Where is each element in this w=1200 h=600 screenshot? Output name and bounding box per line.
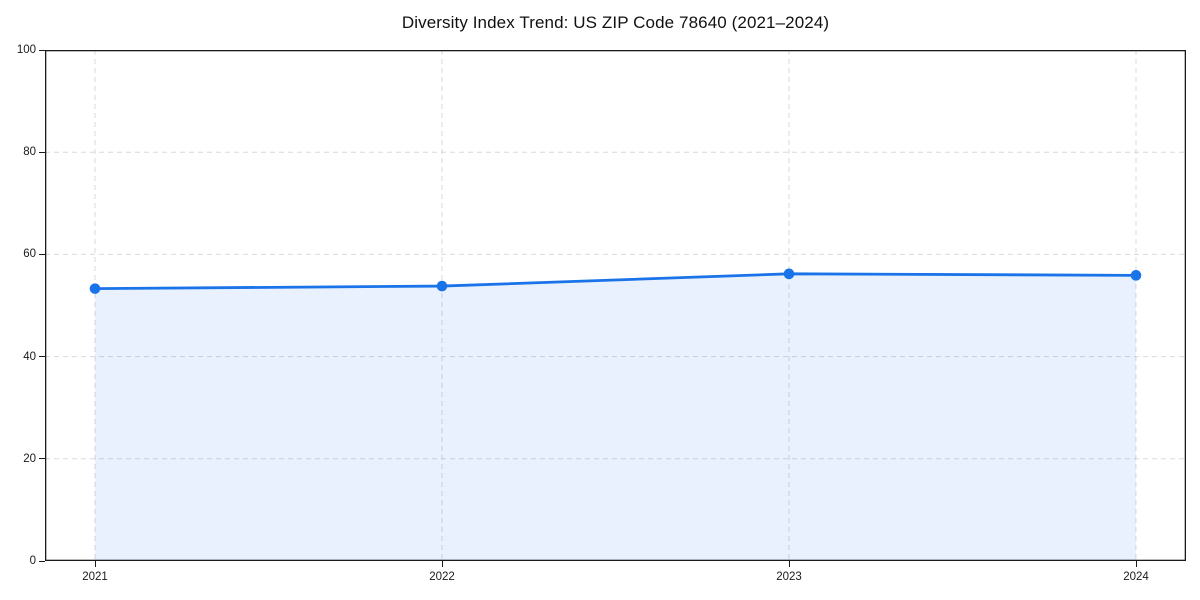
- chart-title: Diversity Index Trend: US ZIP Code 78640…: [401, 13, 830, 32]
- y-tick: [39, 151, 45, 153]
- y-tick-label: 0: [29, 555, 36, 567]
- x-tick-label: 2024: [1123, 571, 1149, 583]
- y-tick-label: 80: [23, 146, 36, 159]
- data-point-2022: [436, 280, 448, 292]
- y-tick-label: 40: [23, 350, 36, 363]
- y-tick: [39, 356, 45, 358]
- x-tick: [94, 561, 96, 567]
- trend-line: [93, 272, 1138, 291]
- x-tick: [788, 561, 790, 567]
- y-tick-label: 20: [23, 452, 36, 465]
- plot-border: [45, 50, 1186, 561]
- y-tick-label: 100: [16, 44, 36, 56]
- x-tick: [441, 561, 443, 567]
- data-point-2023: [783, 268, 795, 280]
- y-tick: [39, 49, 45, 51]
- x-tick-label: 2021: [82, 571, 108, 583]
- data-point-2024: [1130, 270, 1142, 281]
- data-point-2021: [89, 283, 101, 294]
- area-fill: [95, 273, 1136, 561]
- plot-area: [45, 50, 1186, 561]
- y-tick: [39, 253, 45, 255]
- x-tick: [1135, 561, 1137, 567]
- chart-canvas: [45, 50, 1186, 561]
- y-tick: [39, 560, 45, 562]
- y-tick: [39, 458, 45, 460]
- x-tick-label: 2022: [429, 571, 455, 583]
- x-tick-label: 2023: [776, 571, 802, 583]
- y-tick-label: 60: [23, 248, 36, 261]
